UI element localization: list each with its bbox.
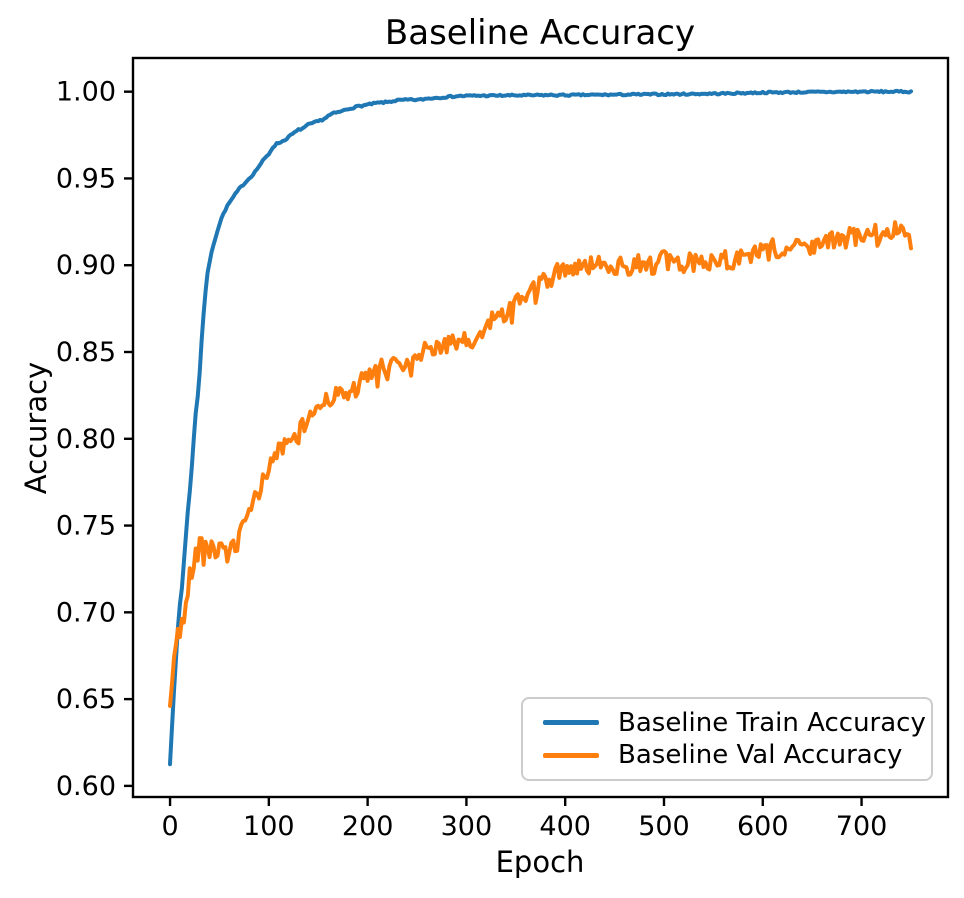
x-axis-ticks: 0 100 200 300 400 500 600 700 bbox=[161, 797, 887, 842]
x-tick-label: 400 bbox=[539, 811, 591, 842]
y-axis-ticks: 0.60 0.65 0.70 0.75 0.80 0.85 0.90 0.95 1.00 bbox=[56, 77, 133, 802]
y-tick-label: 1.00 bbox=[56, 77, 116, 108]
y-tick-label: 0.95 bbox=[56, 163, 116, 194]
val-line-swatch bbox=[543, 752, 599, 758]
legend-item-train: Baseline Train Accuracy bbox=[535, 708, 926, 738]
plot-border bbox=[131, 56, 950, 799]
x-tick-label: 600 bbox=[737, 811, 789, 842]
y-tick-label: 0.85 bbox=[56, 337, 116, 368]
x-tick-label: 100 bbox=[243, 811, 295, 842]
x-axis-label: Epoch bbox=[496, 845, 585, 879]
x-tick-label: 200 bbox=[342, 811, 394, 842]
train-accuracy-line bbox=[168, 88, 913, 767]
y-tick-label: 0.60 bbox=[56, 771, 116, 802]
y-tick-label: 0.70 bbox=[56, 597, 116, 628]
y-tick-label: 0.80 bbox=[56, 424, 116, 455]
legend-label-val: Baseline Val Accuracy bbox=[618, 740, 903, 771]
y-tick-label: 0.75 bbox=[56, 511, 116, 542]
val-accuracy-line bbox=[168, 220, 913, 708]
legend-item-val: Baseline Val Accuracy bbox=[535, 740, 919, 770]
chart-title: Baseline Accuracy bbox=[385, 13, 695, 53]
train-line-swatch bbox=[543, 720, 599, 726]
plot-lines bbox=[168, 88, 913, 767]
legend-label-train: Baseline Train Accuracy bbox=[618, 707, 926, 738]
y-tick-label: 0.90 bbox=[56, 250, 116, 281]
x-tick-label: 0 bbox=[161, 811, 178, 842]
x-tick-label: 700 bbox=[836, 811, 888, 842]
x-tick-label: 300 bbox=[441, 811, 493, 842]
legend: Baseline Train Accuracy Baseline Val Acc… bbox=[521, 697, 933, 781]
y-tick-label: 0.65 bbox=[56, 684, 116, 715]
y-axis-label: Accuracy bbox=[19, 362, 53, 494]
x-tick-label: 500 bbox=[638, 811, 690, 842]
